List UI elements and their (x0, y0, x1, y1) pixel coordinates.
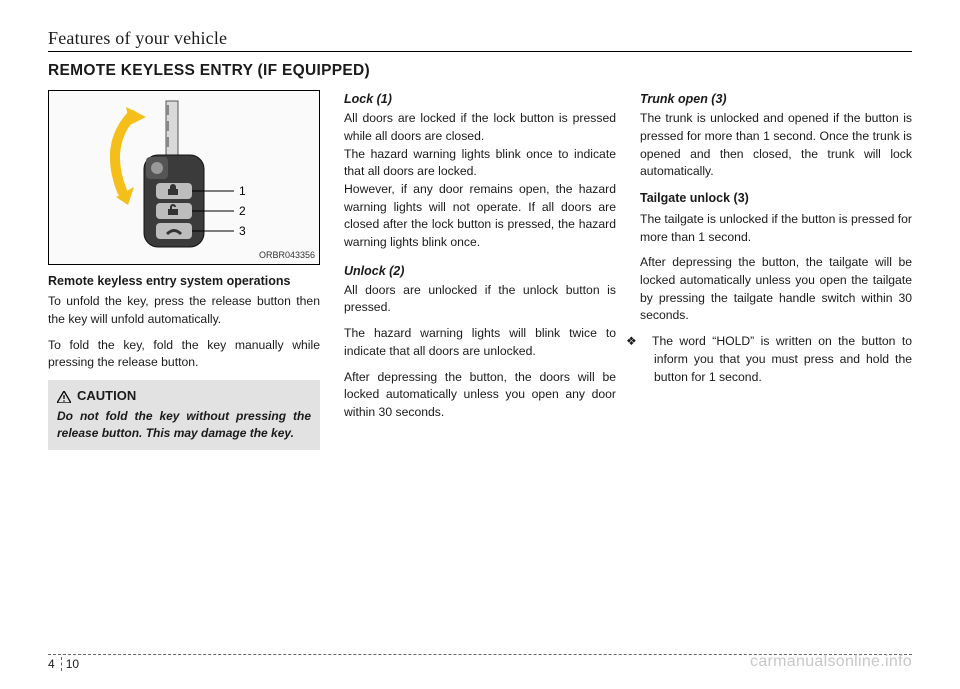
col1-subheading: Remote keyless entry system operations (48, 273, 320, 289)
col2-p5: The hazard warning lights will blink twi… (344, 325, 616, 360)
col1-p1: To unfold the key, press the release but… (48, 293, 320, 328)
tailgate-heading: Tailgate unlock (3) (640, 189, 912, 207)
column-2: Lock (1) All doors are locked if the loc… (344, 90, 616, 450)
callout-2: 2 (239, 204, 246, 218)
fob-body (144, 155, 204, 247)
callout-3: 3 (239, 224, 246, 238)
header-title: Features of your vehicle (48, 28, 227, 48)
note-text: The word “HOLD” is written on the but­to… (652, 334, 912, 383)
column-1: 1 2 3 ORBR043356 Remote keyless entry sy… (48, 90, 320, 450)
note-bullet-icon: ❖ (640, 333, 652, 351)
figure-caption: ORBR043356 (259, 249, 315, 262)
section-heading: REMOTE KEYLESS ENTRY (IF EQUIPPED) (48, 62, 912, 80)
lock-heading: Lock (1) (344, 90, 616, 108)
keyfob-illustration: 1 2 3 (74, 95, 294, 260)
col2-p6: After depressing the button, the doors w… (344, 369, 616, 422)
header-rule: Features of your vehicle (48, 28, 912, 52)
release-button-icon (151, 162, 163, 174)
content-columns: 1 2 3 ORBR043356 Remote keyless entry sy… (48, 90, 912, 450)
fold-arrow-path (115, 115, 132, 191)
hold-note: ❖The word “HOLD” is written on the but­t… (640, 333, 912, 386)
caution-title: CAUTION (57, 387, 311, 406)
key-blade (166, 101, 178, 159)
unlock-heading: Unlock (2) (344, 262, 616, 280)
caution-text: Do not fold the key without press­ing th… (57, 408, 311, 442)
col3-p1: The trunk is unlocked and opened if the … (640, 110, 912, 181)
col2-p3: However, if any door remains open, the h… (344, 181, 616, 252)
page-number: 10 (66, 657, 79, 671)
col3-p2: The tailgate is unlocked if the button i… (640, 211, 912, 246)
trunk-heading: Trunk open (3) (640, 90, 912, 108)
chapter-number: 4 (48, 657, 62, 671)
col1-p2: To fold the key, fold the key manually w… (48, 337, 320, 372)
callout-1: 1 (239, 184, 246, 198)
manual-page: Features of your vehicle REMOTE KEYLESS … (0, 0, 960, 689)
col2-p4: All doors are unlocked if the unlock but… (344, 282, 616, 317)
keyfob-svg: 1 2 3 (74, 95, 294, 260)
col2-p1: All doors are locked if the lock button … (344, 110, 616, 145)
watermark: carmanualsonline.info (750, 653, 912, 671)
caution-label: CAUTION (77, 387, 136, 406)
keyfob-figure: 1 2 3 ORBR043356 (48, 90, 320, 265)
col3-p3: After depressing the button, the tailgat… (640, 254, 912, 325)
col2-p2: The hazard warning lights blink once to … (344, 146, 616, 181)
warning-triangle-icon (57, 390, 71, 402)
column-3: Trunk open (3) The trunk is unlocked and… (640, 90, 912, 450)
caution-box: CAUTION Do not fold the key without pres… (48, 380, 320, 450)
